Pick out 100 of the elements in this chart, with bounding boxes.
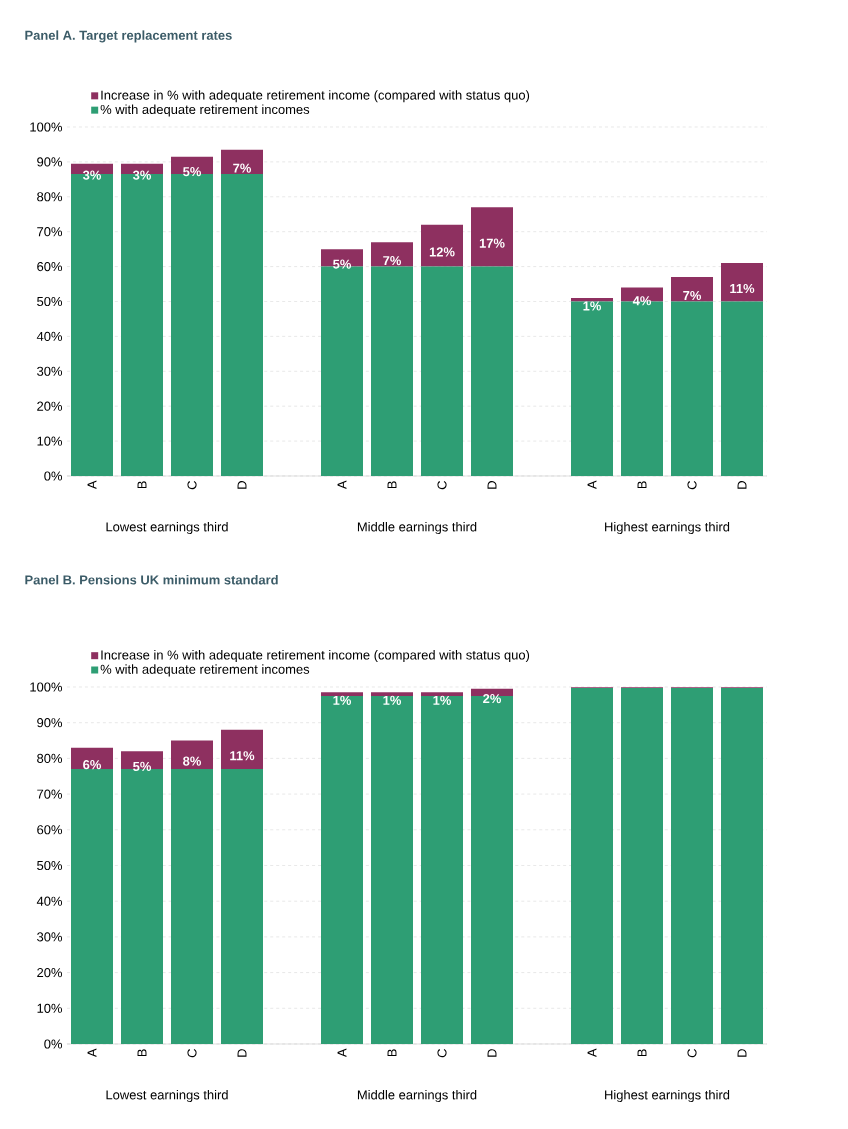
bar [571, 688, 613, 1044]
bar [221, 769, 263, 1044]
text: Lowest earnings third [106, 1089, 228, 1103]
x-tick-label: C [687, 481, 697, 490]
bar [321, 249, 363, 267]
bar [671, 301, 713, 476]
y-tick-label: 90% [37, 718, 63, 728]
x-tick-label: D [237, 1049, 247, 1057]
legend-label: Increase in % with adequate retirement income (compared with status quo) [101, 650, 530, 663]
bar [471, 688, 513, 696]
y-tick-label: 30% [37, 932, 63, 942]
y-tick-label: 50% [37, 296, 63, 307]
data-label: 1% [583, 301, 602, 311]
bar [421, 224, 463, 267]
data-label: 3% [82, 170, 102, 180]
data-label: 11% [230, 751, 255, 761]
legend-label: % with adequate retirement incomes [100, 104, 310, 117]
chart-title: Panel A. Target replacement rates [25, 30, 232, 43]
x-tick-label: A [587, 1048, 597, 1058]
x-tick-label: D [237, 481, 247, 489]
bar [321, 692, 363, 696]
data-label: 5% [133, 761, 152, 772]
text: Lowest earnings third [106, 521, 228, 535]
y-tick-label: 10% [37, 436, 63, 446]
y-tick-label: 70% [37, 227, 63, 237]
text: Highest earnings third [605, 1089, 730, 1103]
data-label: 2% [483, 694, 502, 704]
y-tick-label: 90% [37, 157, 63, 167]
y-tick-label: 80% [37, 753, 63, 763]
bar [421, 692, 463, 696]
text: Highest earnings third [605, 521, 730, 535]
bar [371, 242, 413, 267]
x-tick-label: B [387, 1049, 397, 1057]
data-label: 5% [333, 259, 352, 269]
y-tick-label: 0% [44, 1039, 63, 1049]
x-tick-label: D [487, 1049, 497, 1057]
data-label: 17% [479, 238, 505, 248]
text: Middle earnings third [357, 1089, 477, 1103]
bar [221, 149, 263, 175]
chart-title: Panel B. Pensions UK minimum standard [25, 574, 278, 585]
y-tick-label: 40% [36, 331, 63, 341]
x-tick-label: A [337, 1048, 347, 1058]
y-tick-label: 50% [37, 860, 63, 871]
bar [671, 277, 713, 302]
bar [321, 695, 363, 1044]
x-tick-label: C [187, 1049, 197, 1058]
text: Middle earnings third [357, 521, 477, 535]
x-tick-label: B [387, 481, 397, 489]
data-label: 7% [233, 163, 252, 173]
y-tick-label: 0% [44, 471, 63, 481]
x-tick-label: D [737, 481, 747, 489]
x-tick-label: C [437, 481, 447, 490]
bar [471, 266, 513, 476]
data-label: 6% [83, 760, 102, 770]
bar [621, 688, 663, 1044]
x-tick-label: A [337, 480, 347, 490]
bar [371, 266, 413, 476]
bar [221, 729, 263, 770]
data-label: 3% [132, 170, 152, 180]
x-tick-label: C [187, 481, 197, 490]
legend-label: % with adequate retirement incomes [100, 664, 310, 677]
bar [721, 263, 763, 302]
data-label: 4% [632, 296, 652, 306]
bar [171, 769, 213, 1044]
x-tick-label: C [437, 1049, 447, 1058]
data-label: 1% [333, 695, 352, 705]
x-tick-label: B [637, 481, 647, 489]
bar [421, 695, 463, 1044]
y-tick-label: 70% [37, 789, 63, 799]
data-label: 5% [183, 167, 202, 177]
bar [121, 751, 163, 770]
y-tick-label: 60% [37, 262, 63, 272]
bar [71, 769, 113, 1044]
data-label: 1% [433, 695, 452, 705]
bar [471, 695, 513, 1044]
bar [171, 156, 213, 175]
bar [371, 692, 413, 696]
y-tick-label: 100% [30, 122, 63, 132]
data-label: 7% [383, 256, 402, 266]
y-tick-label: 20% [37, 401, 63, 411]
y-tick-label: 100% [30, 682, 63, 692]
x-tick-label: C [687, 1049, 697, 1058]
bar [671, 688, 713, 1044]
bar [571, 301, 613, 476]
data-label: 8% [183, 756, 202, 766]
x-tick-label: B [137, 481, 147, 489]
bar [421, 266, 463, 476]
bar [721, 688, 763, 1044]
data-label: 12% [429, 247, 455, 257]
y-tick-label: 20% [37, 968, 63, 978]
bar [221, 174, 263, 476]
bar [471, 207, 513, 267]
data-label: 1% [383, 695, 402, 705]
bar [121, 769, 163, 1044]
legend-label: Increase in % with adequate retirement income (compared with status quo) [101, 90, 530, 103]
data-label: 11% [730, 283, 755, 294]
bar [371, 695, 413, 1044]
data-label: 7% [683, 290, 702, 301]
y-tick-label: 10% [37, 1003, 63, 1013]
x-tick-label: A [87, 1048, 97, 1058]
